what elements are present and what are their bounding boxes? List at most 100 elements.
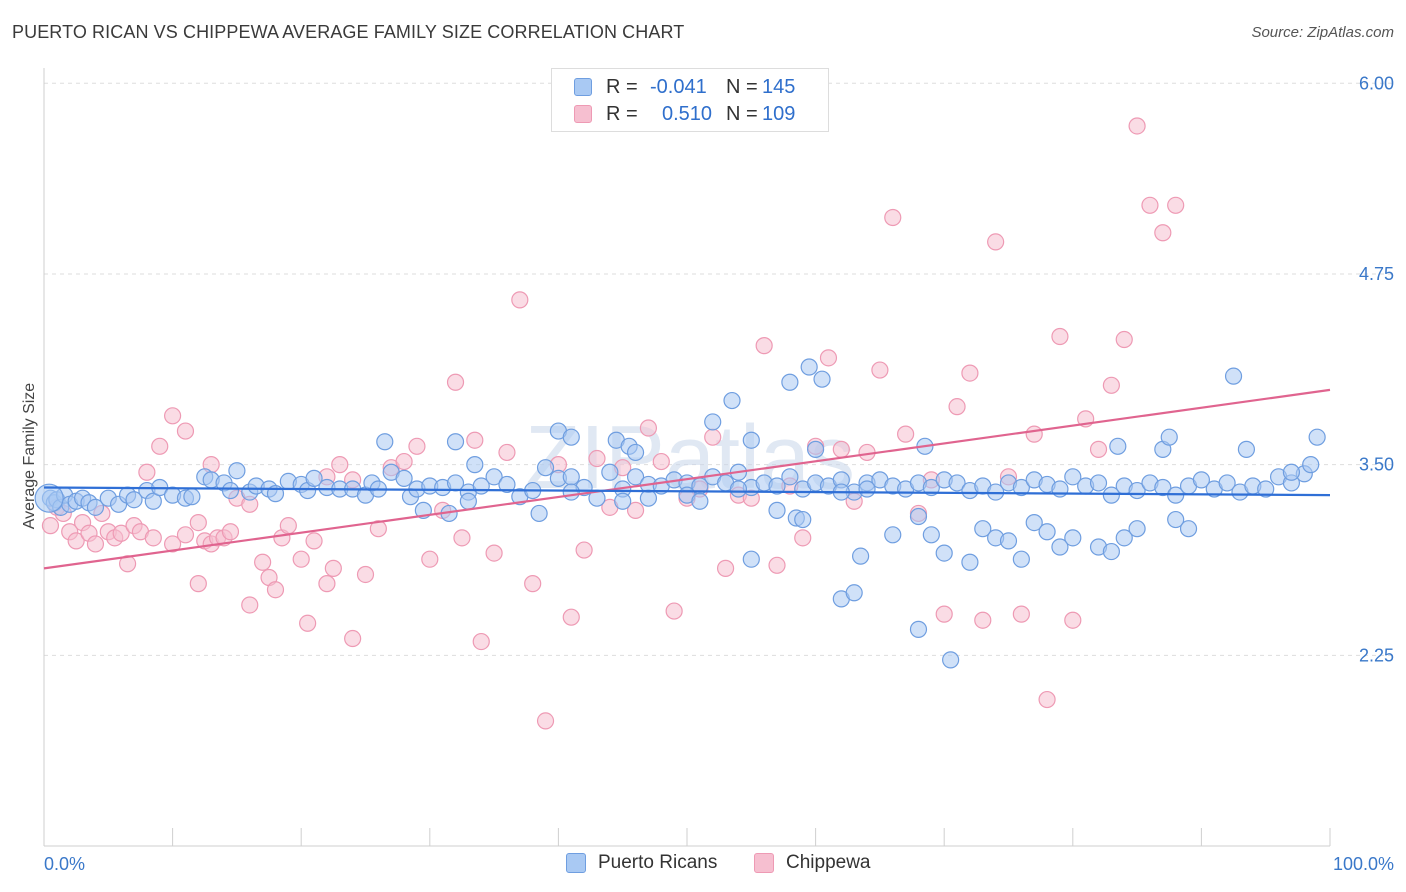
puerto-rican-point [144,492,162,510]
chippewa-point [138,463,156,481]
puerto-rican-point [742,550,760,568]
puerto-rican-point [639,489,658,507]
y-tick-label: 2.25 [1359,645,1394,665]
pink-swatch [754,853,774,873]
puerto-rican-point [704,413,722,431]
puerto-rican-point [86,498,105,516]
chippewa-point [466,431,484,449]
chippewa-point [1012,605,1030,623]
puerto-rican-point [781,468,799,486]
x-tick-max: 100.0% [1333,854,1394,874]
chippewa-point [819,349,838,367]
puerto-rican-point [459,492,477,510]
trend-lines [43,388,1331,570]
chippewa-point [1115,330,1133,349]
chippewa-point [948,398,966,416]
chippewa-point [524,575,542,593]
legend-label: Puerto Ricans [598,852,718,873]
puerto-rican-point [1051,538,1069,556]
puerto-rican-point [1089,474,1108,492]
puerto-rican-point [922,526,940,544]
chippewa-point [144,529,162,547]
puerto-rican-point [852,547,870,565]
chippewa-point [305,532,323,550]
y-tick-labels: 2.25 3.50 4.75 6.00 [1359,73,1394,665]
chippewa-point [704,428,722,446]
chippewa-point [665,602,683,620]
puerto-rican-point [1064,468,1082,486]
puerto-rican-point [742,431,760,449]
puerto-rican-point [1038,523,1056,541]
y-tick-label: 4.75 [1359,264,1394,284]
chippewa-point [421,550,439,568]
puerto-rican-point [1282,463,1301,481]
puerto-rican-point [1154,478,1172,497]
legend-n-value: 109 [762,102,796,125]
chippewa-point [562,608,580,626]
puerto-rican-point [729,480,748,498]
chippewa-point [961,364,979,382]
chippewa-point [1102,376,1120,394]
chippewa-point [639,419,658,437]
chippewa-point [536,712,555,730]
chippewa-point [897,425,915,443]
legend-row-puerto-ricans: R = -0.041 N = 145 [574,74,795,100]
chart-title: PUERTO RICAN VS CHIPPEWA AVERAGE FAMILY … [12,22,685,42]
puerto-rican-point [909,507,928,526]
chippewa-point [446,373,465,391]
chippewa-point [498,443,516,462]
puerto-rican-point [221,481,240,500]
chippewa-point [176,422,195,440]
puerto-rican-point [974,520,992,538]
chippewa-point [1064,611,1082,629]
puerto-rican-point [1308,428,1326,446]
puerto-rican-point [884,526,902,544]
chippewa-point [266,581,285,599]
legend-r-value: -0.041 [650,75,707,98]
puerto-rican-point [485,468,503,486]
chippewa-point [331,456,349,474]
chippewa-point [299,614,317,632]
chippewa-point [67,532,85,550]
chippewa-point [575,541,593,559]
chippewa-point [369,520,387,538]
puerto-rican-point [626,468,645,486]
blue-swatch [566,853,586,873]
chippewa-point [871,361,889,379]
chippewa-point [588,449,606,468]
legend-item-chippewa[interactable]: Chippewa [754,852,871,874]
chippewa-point [408,437,426,455]
puerto-rican-point [768,477,786,495]
puerto-rican-point [806,440,825,458]
puerto-rican-point [948,474,966,492]
puerto-rican-point [305,469,323,487]
puerto-rican-point [34,483,64,513]
puerto-rican-point [183,488,201,506]
puerto-rican-point [691,492,709,510]
legend-r-label: R = [606,102,638,125]
puerto-rican-point [909,620,928,638]
puerto-rican-point [1167,510,1185,529]
x-tick-min: 0.0% [44,854,85,874]
puerto-rican-point [1115,529,1133,547]
puerto-rican-point [942,651,960,669]
puerto-rican-point [601,463,619,481]
puerto-rican-point [530,504,548,523]
chippewa-point [794,529,812,547]
chippewa-point [511,291,529,309]
pink-swatch [574,105,592,123]
chippewa-point [241,596,259,614]
puerto-rican-point [228,462,246,480]
legend-item-puerto-ricans[interactable]: Puerto Ricans [566,852,717,874]
puerto-rican-point [1218,474,1236,492]
puerto-rican-point [781,373,799,391]
correlation-legend: R = -0.041 N = 145 R = 0.510 N = 109 [551,68,829,132]
y-tick-label: 3.50 [1359,455,1394,475]
chippewa-point [395,452,413,471]
puerto-rican-point [1192,471,1211,489]
puerto-rican-point [813,370,831,388]
puerto-rican-point [1160,428,1178,446]
puerto-rican-point [1302,456,1320,474]
chippewa-point [884,208,902,227]
puerto-rican-point [1102,542,1120,561]
